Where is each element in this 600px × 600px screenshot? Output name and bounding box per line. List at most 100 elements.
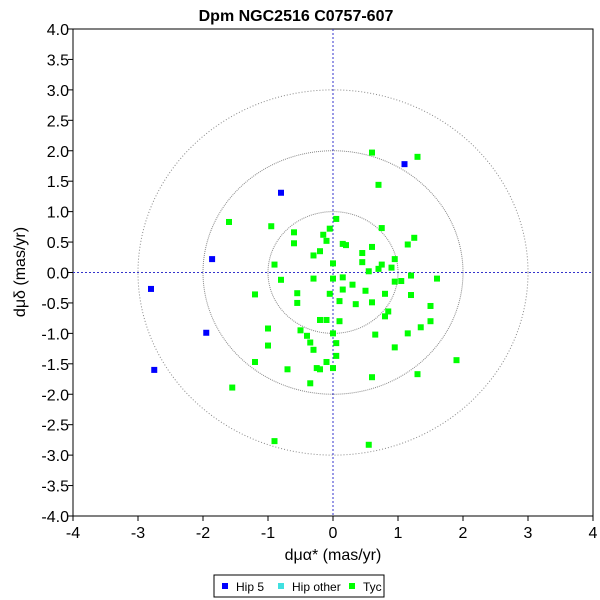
x-tick-label: -4: [66, 525, 80, 542]
data-point: [417, 324, 424, 331]
data-point: [378, 225, 385, 232]
legend-swatch: [349, 583, 355, 589]
data-point: [352, 301, 359, 308]
data-point: [323, 316, 330, 323]
data-point: [226, 218, 232, 225]
legend-swatch: [278, 583, 284, 589]
x-tick-label: 0: [329, 525, 338, 542]
data-point: [265, 325, 271, 332]
data-point: [453, 357, 460, 364]
data-point: [229, 384, 236, 391]
legend-swatch: [222, 583, 228, 589]
data-point: [398, 278, 405, 285]
data-point: [330, 275, 336, 282]
legend-box: [213, 574, 385, 598]
data-point: [339, 286, 346, 293]
data-point: [349, 281, 356, 288]
y-tick-label: 1.0: [47, 205, 69, 222]
data-point: [271, 261, 278, 268]
data-point: [333, 340, 340, 347]
x-axis-label: dμα* (mas/yr): [285, 547, 382, 564]
data-point: [268, 223, 275, 230]
data-point: [278, 189, 284, 196]
x-tick-label: -1: [261, 525, 275, 542]
data-point: [307, 380, 314, 387]
data-point: [291, 240, 297, 247]
zero-lines: [73, 29, 593, 516]
x-tick-label: 4: [589, 525, 598, 542]
x-axis-ticks: -4 -3 -2 -1 0 1 2 3 4: [66, 516, 598, 542]
y-tick-label: -2.0: [41, 387, 69, 404]
legend-label: Tyc: [363, 580, 382, 594]
data-point: [148, 285, 154, 292]
y-tick-label: -3.5: [41, 479, 69, 496]
data-points: [148, 149, 460, 448]
data-point: [310, 252, 317, 259]
legend-label: Hip 5: [236, 580, 264, 594]
data-point: [278, 276, 284, 283]
data-point: [359, 250, 366, 257]
y-tick-label: -1.0: [41, 326, 69, 343]
data-point: [333, 215, 340, 222]
data-point: [414, 371, 421, 378]
data-point: [203, 329, 210, 336]
reference-circle: [137, 89, 529, 456]
data-point: [434, 275, 440, 282]
y-tick-label: 2.5: [47, 113, 69, 130]
data-point: [304, 332, 310, 339]
y-tick-label: -0.5: [41, 296, 69, 313]
data-point: [375, 265, 382, 272]
data-point: [404, 241, 411, 248]
data-point: [372, 331, 379, 338]
plot-area: [72, 28, 594, 517]
data-point: [252, 291, 258, 298]
data-point: [291, 229, 297, 236]
data-point: [265, 342, 271, 349]
data-point: [365, 441, 372, 448]
data-point: [336, 298, 343, 305]
data-point: [408, 292, 414, 299]
data-point: [313, 365, 320, 372]
data-point: [333, 352, 340, 359]
data-point: [310, 275, 317, 282]
x-tick-label: 2: [459, 525, 468, 542]
data-point: [369, 374, 375, 381]
data-point: [339, 274, 346, 281]
data-point: [307, 339, 314, 346]
data-point: [427, 318, 434, 325]
data-point: [320, 231, 327, 238]
data-point: [401, 161, 408, 168]
y-tick-label: 3.0: [47, 83, 69, 100]
y-tick-label: -4.0: [41, 509, 69, 526]
y-tick-label: 1.5: [47, 174, 69, 191]
data-point: [369, 243, 375, 250]
y-tick-label: -2.5: [41, 418, 69, 435]
data-point: [427, 302, 434, 309]
data-point: [326, 225, 333, 232]
data-point: [323, 358, 330, 365]
data-point: [343, 242, 349, 249]
data-point: [271, 438, 278, 445]
y-tick-label: -1.5: [41, 357, 69, 374]
legend: Hip 5 Hip other Tyc: [213, 574, 385, 598]
data-point: [391, 256, 398, 263]
data-point: [330, 260, 336, 267]
x-tick-label: 1: [394, 525, 403, 542]
data-point: [404, 330, 411, 337]
data-point: [317, 248, 323, 255]
data-point: [339, 240, 346, 247]
data-point: [317, 366, 323, 373]
data-point: [326, 290, 333, 297]
data-point: [294, 299, 301, 306]
legend-label: Hip other: [292, 580, 341, 594]
data-point: [151, 366, 158, 373]
x-tick-label: -2: [196, 525, 210, 542]
data-point: [391, 278, 398, 285]
data-point: [294, 290, 301, 297]
data-point: [209, 256, 216, 263]
data-point: [369, 299, 375, 306]
y-tick-label: 0.0: [47, 266, 69, 283]
data-point: [369, 149, 375, 156]
data-point: [330, 365, 336, 372]
